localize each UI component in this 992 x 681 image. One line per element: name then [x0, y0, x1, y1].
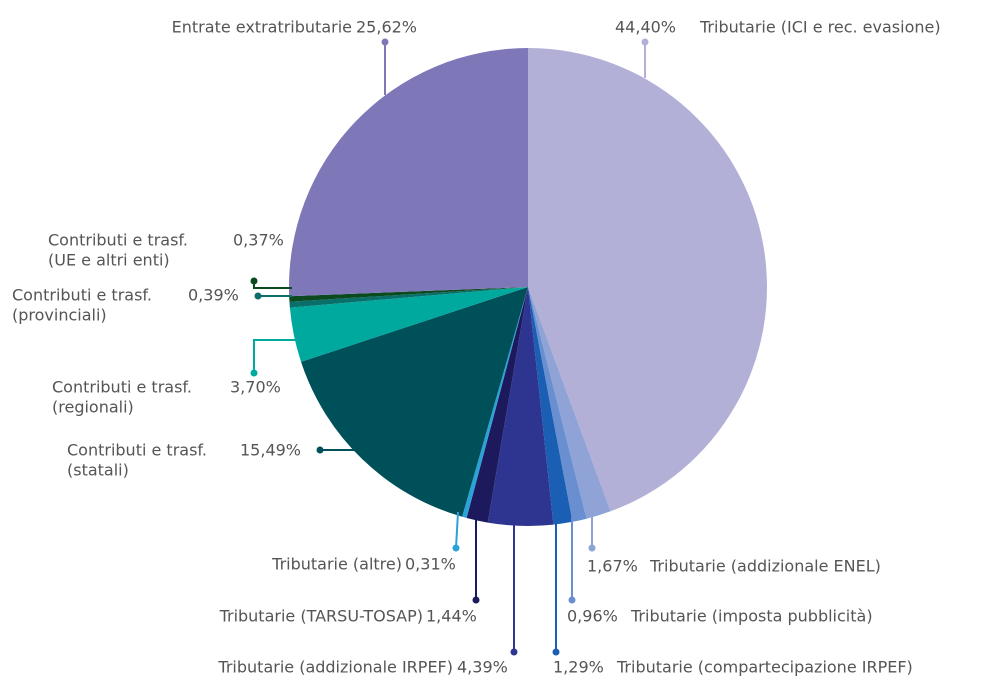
pie-slice: [289, 287, 528, 362]
slice-label: Entrate extratributarie: [172, 18, 352, 37]
value-label: 1,44%: [426, 607, 477, 626]
value-label: 0,31%: [405, 555, 456, 574]
pie-slice: [528, 47, 768, 512]
pie-slice: [288, 47, 528, 297]
pie-slice: [528, 287, 611, 519]
pie-slice: [487, 287, 554, 526]
value-label: 1,29%: [553, 658, 604, 677]
slice-label: Tributarie (ICI e rec. evasione): [699, 18, 941, 37]
pie-slice: [301, 287, 528, 517]
leader-dot: [472, 596, 480, 604]
leader-line: [253, 281, 292, 289]
leader-line: [253, 339, 302, 373]
pie-slice: [289, 287, 528, 308]
leader-dot: [316, 446, 324, 454]
pie-slice: [289, 287, 528, 302]
slice-label: Tributarie (addizionale IRPEF): [217, 658, 453, 677]
pie-slice: [528, 287, 587, 522]
value-label: 1,67%: [587, 557, 638, 576]
pie-slice: [466, 287, 528, 523]
leader-dot: [510, 648, 518, 656]
slice-label: Tributarie (compartecipazione IRPEF): [616, 658, 913, 677]
slice-label: (provinciali): [12, 306, 107, 325]
slice-label: Tributarie (imposta pubblicità): [630, 607, 873, 626]
leader-dot: [381, 38, 389, 46]
leader-dot: [568, 596, 576, 604]
slice-label: Contributi e trasf.: [52, 378, 192, 397]
slice-label: Tributarie (TARSU-TOSAP): [219, 607, 423, 626]
leader-dot: [588, 544, 596, 552]
leader-dot: [552, 648, 560, 656]
slice-label: Tributarie (addizionale ENEL): [649, 557, 881, 576]
leader-dot: [452, 544, 460, 552]
slice-label: Contributi e trasf.: [12, 286, 152, 305]
value-label: 0,39%: [188, 286, 239, 305]
slice-label: (statali): [67, 461, 129, 480]
value-label: 3,70%: [230, 378, 281, 397]
leader-dot: [250, 277, 258, 285]
slice-label: Contributi e trasf.: [67, 441, 207, 460]
slice-label: (regionali): [52, 398, 134, 417]
leader-dot: [254, 292, 262, 300]
pie-slice: [528, 287, 573, 525]
leader-dot: [250, 369, 258, 377]
value-label: 0,96%: [567, 607, 618, 626]
leader-dot: [641, 38, 649, 46]
leader-line: [455, 511, 459, 549]
value-label: 15,49%: [240, 441, 301, 460]
value-label: 25,62%: [356, 18, 417, 37]
slice-label: Tributarie (altre): [271, 555, 402, 574]
value-label: 0,37%: [233, 231, 284, 250]
value-label: 4,39%: [457, 658, 508, 677]
value-label: 44,40%: [615, 18, 676, 37]
pie-slice: [462, 287, 528, 518]
slice-label: Contributi e trasf.: [48, 231, 188, 250]
slice-label: (UE e altri enti): [48, 251, 170, 270]
